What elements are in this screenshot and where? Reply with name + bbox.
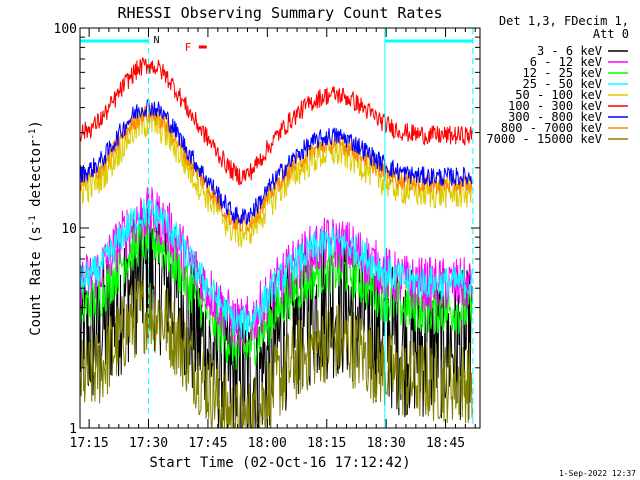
x-tick-label: 17:15 xyxy=(70,436,109,451)
legend-entry-label: 6 - 12 keV xyxy=(530,55,602,69)
legend-entry-label: 7000 - 15000 keV xyxy=(486,132,602,146)
x-tick-label: 18:45 xyxy=(426,436,465,451)
y-axis-ticks: 1 10 100 xyxy=(54,22,480,437)
legend-header-line-1: Det 1,3, FDecim 1, xyxy=(499,14,629,28)
x-axis-ticks: 17:15 17:30 17:45 18:00 18:15 18:30 18:45 xyxy=(70,28,476,451)
footer-timestamp: 1-Sep-2022 12:37 xyxy=(559,469,636,478)
legend-entry-label: 300 - 800 keV xyxy=(508,110,602,124)
legend-entry-label: 800 - 7000 keV xyxy=(501,121,602,135)
y-tick-label: 1 xyxy=(69,422,77,437)
y-tick-label: 100 xyxy=(54,22,77,37)
y-axis-label: Count Rate (s-1 detector-1) xyxy=(28,120,44,336)
series-line xyxy=(79,57,473,186)
x-tick-label: 18:00 xyxy=(248,436,287,451)
x-tick-label: 17:30 xyxy=(129,436,168,451)
series-line xyxy=(79,278,473,429)
series-layer xyxy=(79,57,473,429)
legend-entry-label: 3 - 6 keV xyxy=(537,44,602,58)
observing-flag-label: N xyxy=(154,35,160,46)
legend-entry-label: 50 - 100 keV xyxy=(515,88,602,102)
y-tick-label: 10 xyxy=(61,222,77,237)
x-tick-label: 18:15 xyxy=(307,436,346,451)
legend-entry-label: 100 - 300 keV xyxy=(508,99,602,113)
flare-flag-label: F xyxy=(185,41,192,54)
x-tick-label: 18:30 xyxy=(367,436,406,451)
series-line xyxy=(79,198,473,339)
legend-header-line-2: Att 0 xyxy=(593,27,629,41)
series-line xyxy=(79,108,473,248)
legend-entry-label: 25 - 50 keV xyxy=(523,77,602,91)
series-line xyxy=(79,98,473,226)
x-axis-label: Start Time (02-Oct-16 17:12:42) xyxy=(149,455,410,471)
legend-entry-label: 12 - 25 keV xyxy=(523,66,602,80)
series-line xyxy=(79,200,473,429)
chart-title: RHESSI Observing Summary Count Rates xyxy=(117,4,442,22)
x-tick-label: 17:45 xyxy=(188,436,227,451)
